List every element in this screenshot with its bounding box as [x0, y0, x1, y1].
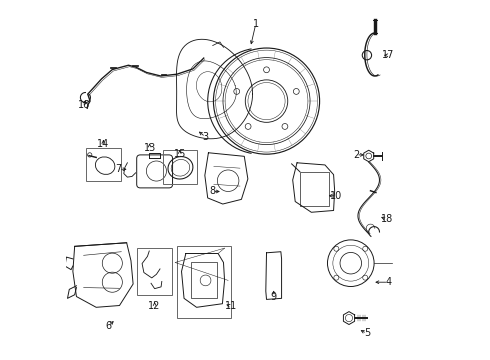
Text: 16: 16: [77, 100, 90, 110]
Text: 9: 9: [270, 292, 277, 302]
Text: 4: 4: [385, 277, 392, 287]
Text: 12: 12: [148, 301, 161, 311]
Text: 6: 6: [105, 321, 111, 331]
Text: 10: 10: [330, 191, 343, 201]
Text: 13: 13: [144, 143, 156, 153]
Text: 5: 5: [364, 328, 370, 338]
Text: 17: 17: [382, 50, 394, 60]
Text: 3: 3: [202, 132, 209, 142]
Text: 1: 1: [253, 19, 259, 29]
Bar: [86, 148, 121, 181]
Bar: [177, 246, 231, 318]
Bar: [191, 262, 217, 298]
Text: 11: 11: [225, 301, 238, 311]
Bar: [300, 172, 329, 206]
Bar: [163, 150, 197, 184]
Text: 14: 14: [97, 139, 109, 149]
Text: 15: 15: [173, 149, 186, 159]
Text: 8: 8: [209, 186, 215, 197]
Text: 18: 18: [381, 215, 393, 224]
Bar: [137, 248, 172, 295]
Text: 7: 7: [116, 164, 122, 174]
Text: 2: 2: [353, 150, 359, 160]
